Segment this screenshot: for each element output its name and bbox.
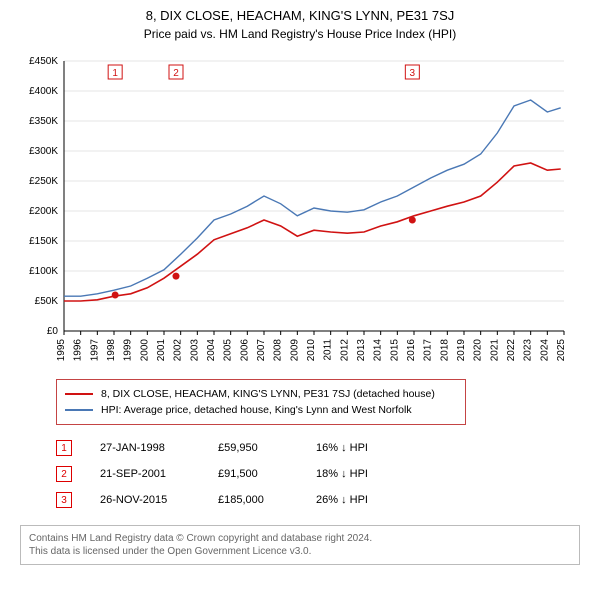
page-subtitle: Price paid vs. HM Land Registry's House … [0, 23, 600, 41]
marker-table: 1 27-JAN-1998 £59,950 16% ↓ HPI 2 21-SEP-2001… [56, 435, 580, 513]
svg-text:1997: 1997 [89, 339, 100, 362]
svg-text:2017: 2017 [423, 339, 434, 362]
svg-text:2014: 2014 [373, 339, 384, 362]
svg-text:2001: 2001 [156, 339, 167, 362]
svg-text:2004: 2004 [206, 339, 217, 362]
svg-text:1995: 1995 [56, 339, 67, 362]
svg-text:£100K: £100K [29, 266, 58, 277]
svg-text:2008: 2008 [273, 339, 284, 362]
svg-text:£50K: £50K [35, 296, 59, 307]
svg-text:1: 1 [112, 68, 118, 79]
legend-swatch [65, 409, 93, 411]
table-row: 2 21-SEP-2001 £91,500 18% ↓ HPI [56, 461, 580, 487]
legend-row: HPI: Average price, detached house, King… [65, 402, 457, 418]
svg-text:2025: 2025 [556, 339, 567, 362]
footer-line-2: This data is licensed under the Open Gov… [29, 545, 571, 558]
marker-badge: 1 [56, 440, 72, 456]
svg-text:2024: 2024 [539, 339, 550, 362]
svg-text:£350K: £350K [29, 116, 58, 127]
svg-text:2019: 2019 [456, 339, 467, 362]
price-chart: £0 £50K £100K £150K £200K £250K £300K £350K £400… [20, 51, 580, 371]
svg-text:2021: 2021 [489, 339, 500, 362]
marker-date: 26-NOV-2015 [100, 494, 190, 506]
svg-text:3: 3 [410, 68, 416, 79]
svg-text:2018: 2018 [439, 339, 450, 362]
marker-badge: 3 [56, 492, 72, 508]
svg-text:£150K: £150K [29, 236, 58, 247]
marker-price: £59,950 [218, 442, 288, 454]
svg-text:2003: 2003 [189, 339, 200, 362]
svg-text:£400K: £400K [29, 86, 58, 97]
svg-text:2023: 2023 [523, 339, 534, 362]
svg-text:£450K: £450K [29, 56, 58, 67]
svg-text:£300K: £300K [29, 146, 58, 157]
footer-line-1: Contains HM Land Registry data © Crown c… [29, 532, 571, 545]
svg-text:2009: 2009 [289, 339, 300, 362]
svg-text:2013: 2013 [356, 339, 367, 362]
page-title: 8, DIX CLOSE, HEACHAM, KING'S LYNN, PE31… [0, 0, 600, 23]
svg-text:2006: 2006 [239, 339, 250, 362]
marker-diff: 18% ↓ HPI [316, 468, 416, 480]
marker-badge: 2 [56, 466, 72, 482]
svg-text:2002: 2002 [173, 339, 184, 362]
legend-label: HPI: Average price, detached house, King… [101, 404, 412, 416]
legend-label: 8, DIX CLOSE, HEACHAM, KING'S LYNN, PE31… [101, 388, 435, 400]
svg-text:2010: 2010 [306, 339, 317, 362]
svg-text:1999: 1999 [123, 339, 134, 362]
marker-diff: 26% ↓ HPI [316, 494, 416, 506]
marker-diff: 16% ↓ HPI [316, 442, 416, 454]
svg-text:2012: 2012 [339, 339, 350, 362]
svg-text:£0: £0 [47, 326, 59, 337]
marker-price: £185,000 [218, 494, 288, 506]
svg-text:2020: 2020 [473, 339, 484, 362]
svg-text:2015: 2015 [389, 339, 400, 362]
chart-legend: 8, DIX CLOSE, HEACHAM, KING'S LYNN, PE31… [56, 379, 466, 425]
svg-text:2007: 2007 [256, 339, 267, 362]
svg-text:1998: 1998 [106, 339, 117, 362]
svg-text:2005: 2005 [223, 339, 234, 362]
marker-date: 27-JAN-1998 [100, 442, 190, 454]
table-row: 1 27-JAN-1998 £59,950 16% ↓ HPI [56, 435, 580, 461]
svg-text:£250K: £250K [29, 176, 58, 187]
svg-text:2000: 2000 [139, 339, 150, 362]
svg-text:2022: 2022 [506, 339, 517, 362]
table-row: 3 26-NOV-2015 £185,000 26% ↓ HPI [56, 487, 580, 513]
attribution-footer: Contains HM Land Registry data © Crown c… [20, 525, 580, 565]
legend-row: 8, DIX CLOSE, HEACHAM, KING'S LYNN, PE31… [65, 386, 457, 402]
marker-date: 21-SEP-2001 [100, 468, 190, 480]
svg-text:2011: 2011 [323, 339, 334, 361]
svg-text:£200K: £200K [29, 206, 58, 217]
svg-text:2016: 2016 [406, 339, 417, 362]
marker-price: £91,500 [218, 468, 288, 480]
legend-swatch [65, 393, 93, 395]
svg-text:2: 2 [173, 68, 179, 79]
svg-text:1996: 1996 [73, 339, 84, 362]
